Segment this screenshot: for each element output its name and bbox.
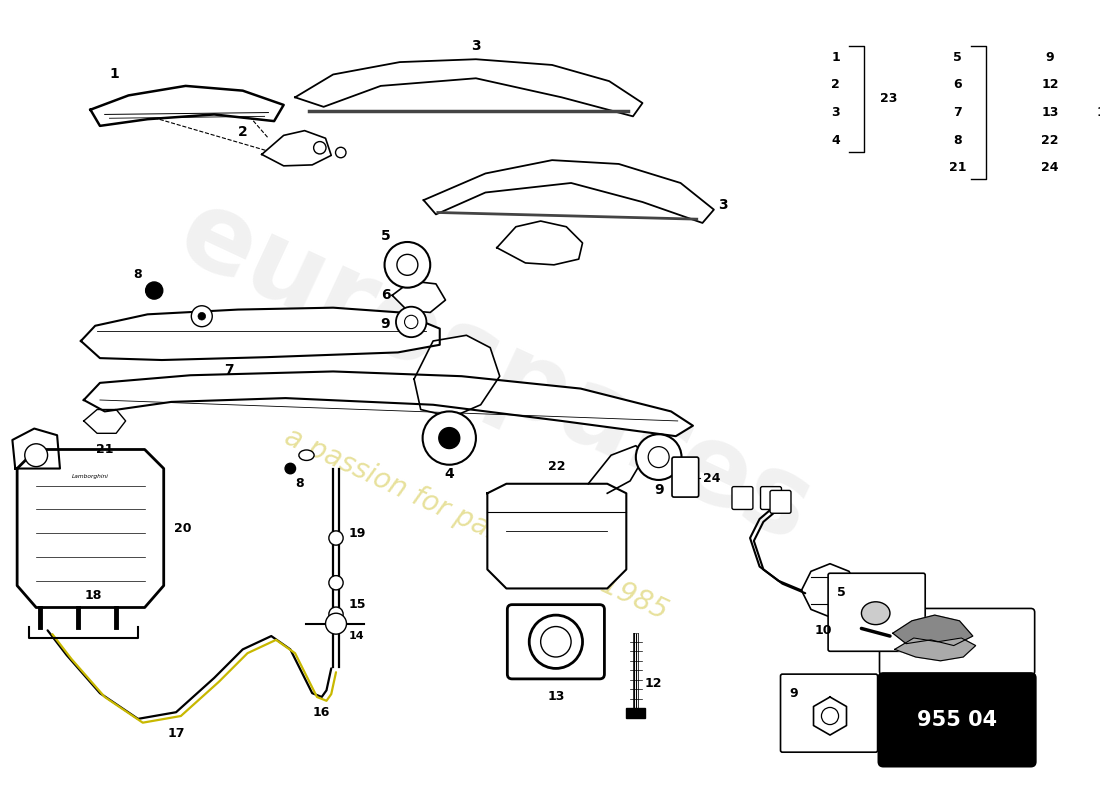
Polygon shape xyxy=(84,410,125,434)
Polygon shape xyxy=(497,221,583,265)
Circle shape xyxy=(439,428,460,449)
Text: 3: 3 xyxy=(471,39,481,53)
Text: 9: 9 xyxy=(381,317,390,331)
Text: 20: 20 xyxy=(174,522,191,535)
FancyBboxPatch shape xyxy=(880,609,1035,675)
Text: 5: 5 xyxy=(954,51,961,64)
Text: 13: 13 xyxy=(1042,106,1058,119)
Text: 1: 1 xyxy=(832,51,840,64)
Text: 955 04: 955 04 xyxy=(916,710,997,730)
Circle shape xyxy=(636,434,682,480)
Text: 7: 7 xyxy=(954,106,961,119)
FancyBboxPatch shape xyxy=(672,457,698,497)
Polygon shape xyxy=(424,160,714,223)
Text: 5: 5 xyxy=(381,230,390,243)
Text: 24: 24 xyxy=(1041,162,1058,174)
Circle shape xyxy=(329,576,343,590)
Circle shape xyxy=(24,444,47,466)
Text: 8: 8 xyxy=(296,478,304,490)
Text: 22: 22 xyxy=(548,460,565,473)
Text: 2: 2 xyxy=(238,125,248,138)
Text: 12: 12 xyxy=(1041,78,1058,91)
Circle shape xyxy=(285,463,296,474)
Text: 15: 15 xyxy=(349,598,365,611)
Polygon shape xyxy=(393,281,446,313)
Polygon shape xyxy=(262,130,331,166)
Text: 16: 16 xyxy=(314,706,330,718)
Polygon shape xyxy=(414,335,499,417)
Text: 3: 3 xyxy=(832,106,840,119)
Text: 4: 4 xyxy=(832,134,840,146)
Text: 9: 9 xyxy=(653,483,663,498)
Text: eurospares: eurospares xyxy=(162,178,828,564)
Text: 18: 18 xyxy=(85,589,102,602)
Text: 1: 1 xyxy=(109,67,119,82)
Circle shape xyxy=(329,607,343,622)
Text: 7: 7 xyxy=(223,362,233,377)
Bar xyxy=(626,708,646,718)
Text: 10: 10 xyxy=(815,624,832,637)
Polygon shape xyxy=(90,86,284,126)
Text: a passion for parts since 1985: a passion for parts since 1985 xyxy=(279,422,672,625)
Text: 22: 22 xyxy=(1041,134,1058,146)
Circle shape xyxy=(422,411,476,465)
Text: 13: 13 xyxy=(547,690,564,703)
Circle shape xyxy=(198,313,206,320)
FancyBboxPatch shape xyxy=(828,574,925,651)
Ellipse shape xyxy=(299,450,315,461)
FancyBboxPatch shape xyxy=(507,605,604,679)
Polygon shape xyxy=(81,308,440,360)
Circle shape xyxy=(326,614,346,634)
Text: 24: 24 xyxy=(703,471,720,485)
FancyBboxPatch shape xyxy=(760,486,781,510)
Text: 9: 9 xyxy=(790,686,799,700)
Text: 14: 14 xyxy=(349,631,365,641)
FancyBboxPatch shape xyxy=(781,674,878,752)
Polygon shape xyxy=(814,697,847,735)
Text: 21: 21 xyxy=(949,162,966,174)
Ellipse shape xyxy=(861,602,890,625)
Text: 8: 8 xyxy=(134,268,142,281)
Polygon shape xyxy=(802,564,859,617)
FancyBboxPatch shape xyxy=(732,486,752,510)
Text: Lamborghini: Lamborghini xyxy=(72,474,109,478)
Text: 6: 6 xyxy=(954,78,961,91)
Text: 21: 21 xyxy=(96,443,113,456)
Circle shape xyxy=(396,306,427,337)
Polygon shape xyxy=(487,484,626,589)
Text: 2: 2 xyxy=(832,78,840,91)
Circle shape xyxy=(329,531,343,545)
Polygon shape xyxy=(295,59,642,116)
FancyBboxPatch shape xyxy=(770,490,791,514)
Polygon shape xyxy=(18,450,164,607)
Text: 8: 8 xyxy=(954,134,961,146)
Polygon shape xyxy=(84,371,693,436)
Polygon shape xyxy=(893,615,972,646)
Polygon shape xyxy=(12,429,60,469)
Text: 12: 12 xyxy=(645,677,662,690)
Text: 5: 5 xyxy=(837,586,846,598)
Text: 4: 4 xyxy=(444,467,454,482)
Text: 11: 11 xyxy=(1097,106,1100,119)
Text: 6: 6 xyxy=(381,288,390,302)
Text: 9: 9 xyxy=(1046,51,1054,64)
Text: 19: 19 xyxy=(349,526,365,540)
Text: 23: 23 xyxy=(880,92,898,106)
Circle shape xyxy=(385,242,430,288)
Circle shape xyxy=(529,615,583,669)
Circle shape xyxy=(191,306,212,326)
Text: 17: 17 xyxy=(167,726,185,740)
Circle shape xyxy=(145,282,163,299)
Polygon shape xyxy=(894,638,976,661)
FancyBboxPatch shape xyxy=(879,673,1035,766)
Text: 3: 3 xyxy=(718,198,728,212)
